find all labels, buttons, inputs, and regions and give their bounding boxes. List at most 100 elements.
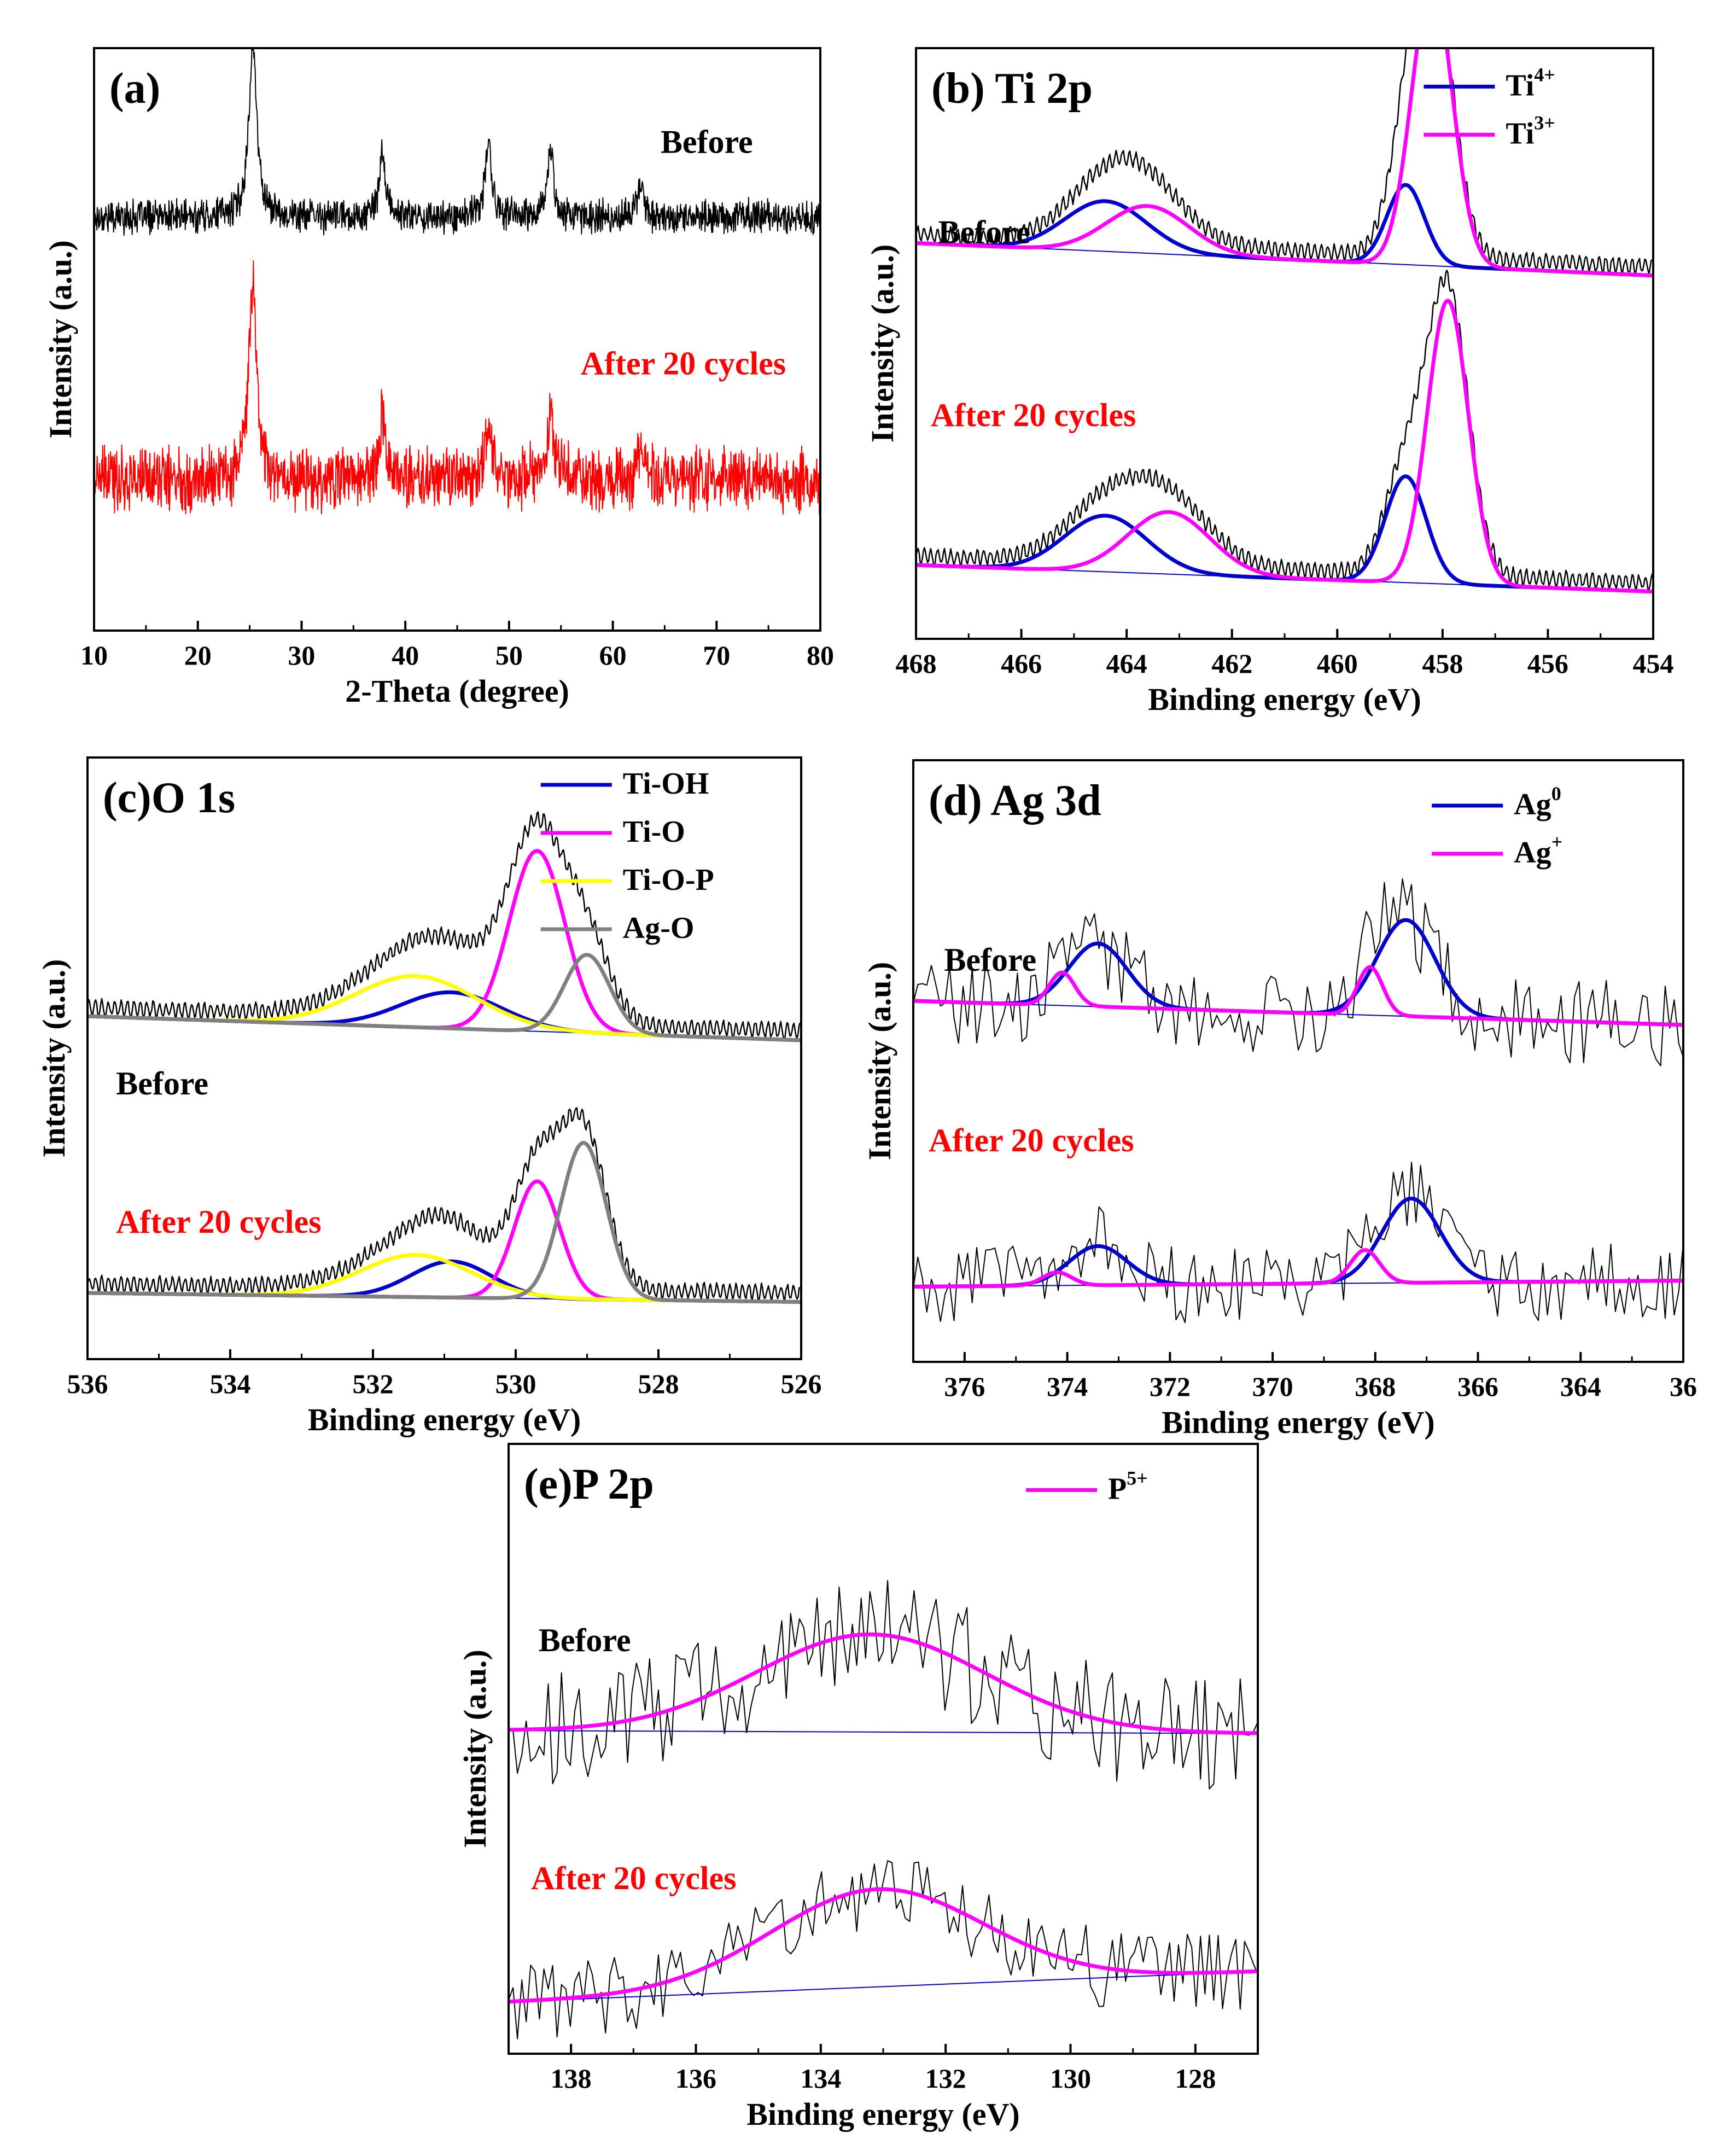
component-ag-o: [88, 953, 801, 1042]
legend-label: Ag+: [1514, 831, 1562, 870]
legend-label-text: Ti: [1506, 116, 1534, 150]
legend-label: Ti-O-P: [623, 863, 714, 897]
x-tick-label: 530: [495, 1368, 536, 1399]
series-label: Before: [661, 124, 753, 160]
x-tick-label: 536: [67, 1368, 108, 1399]
x-tick-label: 30: [288, 640, 315, 671]
x-tick-label: 468: [896, 648, 937, 679]
plot-area-b: [916, 48, 1653, 594]
series-line-after: [94, 260, 820, 515]
panel-e: 138 136 134 132 130 128 Binding energy (eV) Int…: [457, 1443, 1259, 2132]
y-axis-label: Intensity (a.u.): [862, 962, 897, 1161]
legend-label-superscript: 3+: [1534, 112, 1555, 133]
legend-label-text: P: [1108, 1472, 1127, 1506]
raw-spectrum-before: [913, 878, 1683, 1067]
x-axis-label: 2-Theta (degree): [345, 673, 569, 709]
raw-spectrum-before: [509, 1580, 1258, 1790]
legend-label: Ag-O: [623, 911, 695, 945]
legend-label-superscript: 4+: [1534, 63, 1555, 85]
panel-title: (a): [109, 65, 160, 113]
legend-label: Ti3+: [1506, 112, 1555, 150]
component-ti3-: [916, 299, 1653, 594]
x-tick-label: 128: [1175, 2063, 1216, 2094]
x-tick-label: 136: [675, 2063, 716, 2094]
y-axis-label: Intensity (a.u.): [865, 244, 900, 443]
x-tick-label: 532: [353, 1368, 394, 1399]
legend-label-text: Ti-OH: [623, 767, 709, 801]
panel-title: (e)P 2p: [524, 1460, 654, 1508]
x-tick-label: 138: [551, 2063, 592, 2094]
component-ag-: [913, 965, 1683, 1027]
axes-frame: [508, 1443, 1259, 2055]
component-p5-: [509, 1887, 1258, 2004]
legend: Ti4+Ti3+: [1424, 63, 1555, 150]
x-tick-label: 40: [392, 640, 419, 671]
component-ti3-: [916, 48, 1653, 278]
x-tick-label: 134: [800, 2063, 841, 2094]
x-tick-label: 370: [1252, 1371, 1293, 1402]
x-tick-label: 60: [599, 640, 627, 671]
x-tick-label: 10: [80, 640, 108, 671]
raw-spectrum-after: [916, 270, 1653, 590]
x-tick-label: 70: [703, 640, 730, 671]
panel-d: 376 374 372 370 368 366 364 36 Binding energy (e…: [862, 759, 1697, 1440]
group-label: Before: [944, 942, 1036, 978]
x-tick-label: 366: [1457, 1371, 1498, 1402]
x-tick-label: 456: [1527, 648, 1568, 679]
panel-title: (c)O 1s: [103, 774, 235, 822]
panel-b: 468 466 464 462 460 458 456 454 Binding energy (…: [865, 47, 1674, 717]
panel-title: (d) Ag 3d: [929, 777, 1101, 825]
raw-spectrum-before: [916, 48, 1653, 276]
legend-label: Ti4+: [1506, 63, 1555, 102]
legend-label-text: Ag: [1514, 836, 1551, 870]
group-label: After 20 cycles: [116, 1204, 321, 1240]
legend-label-superscript: 0: [1551, 783, 1561, 805]
x-tick-label: 20: [184, 640, 212, 671]
x-tick-label: 374: [1047, 1371, 1088, 1402]
legend-label-text: Ti: [1506, 68, 1534, 102]
legend-label: Ti-OH: [623, 767, 709, 801]
background-line: [509, 1971, 1258, 2003]
legend-label-text: Ag-O: [623, 911, 695, 945]
y-axis-label: Intensity (a.u.): [457, 1650, 493, 1848]
legend: Ti-OH Ti-O Ti-O-P Ag-O: [540, 767, 714, 945]
plot-area-e: [509, 1580, 1258, 2040]
legend-label: Ag0: [1514, 783, 1561, 821]
legend: P5+: [1026, 1467, 1148, 1506]
raw-spectrum-after: [509, 1860, 1258, 2040]
component-p5-: [509, 1632, 1258, 1735]
x-axis-label: Binding energy (eV): [1162, 1405, 1434, 1440]
x-tick-label: 534: [210, 1368, 251, 1399]
plot-area-a: [94, 48, 820, 515]
legend-label-text: Ag: [1514, 788, 1551, 821]
x-tick-label: 132: [925, 2063, 966, 2094]
x-axis-label: Binding energy (eV): [746, 2096, 1019, 2132]
group-label: After 20 cycles: [531, 1860, 736, 1896]
legend-label-superscript: 5+: [1127, 1467, 1148, 1489]
component-ti-o: [88, 1179, 801, 1304]
x-tick-label: 454: [1633, 648, 1674, 679]
plot-area-d: [913, 878, 1683, 1324]
series-label: After 20 cycles: [581, 345, 786, 381]
x-axis-label: Binding energy (eV): [308, 1402, 581, 1437]
x-tick-label: 460: [1317, 648, 1358, 679]
component-ag0: [913, 1196, 1683, 1289]
x-tick-label: 364: [1560, 1371, 1601, 1402]
axes-frame: [912, 759, 1684, 1363]
panel-c: 536 534 532 530 528 526 Binding energy (eV) Int…: [36, 756, 822, 1437]
x-tick-label: 36: [1670, 1371, 1697, 1402]
legend-label: Ti-O: [623, 815, 685, 849]
panel-a: 10 20 30 40 50 60 70 80 2-Theta (degree) Intensit…: [43, 47, 834, 709]
raw-spectrum-after: [88, 1107, 801, 1303]
x-tick-label: 376: [944, 1371, 985, 1402]
x-tick-label: 462: [1211, 648, 1252, 679]
x-tick-label: 368: [1355, 1371, 1396, 1402]
plot-area-c: [88, 811, 801, 1304]
group-label: Before: [938, 214, 1030, 250]
background-line: [509, 1730, 1258, 1734]
raw-spectrum-after: [913, 1162, 1683, 1324]
legend-label: P5+: [1108, 1467, 1148, 1506]
x-tick-label: 528: [638, 1368, 679, 1399]
